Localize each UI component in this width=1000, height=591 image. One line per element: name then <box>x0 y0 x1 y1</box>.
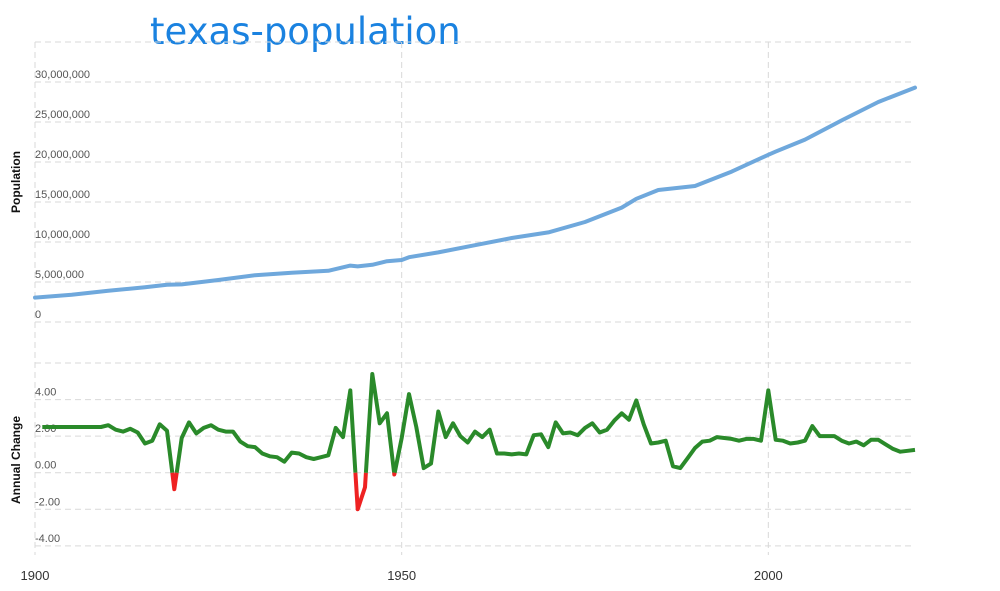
year-gridlines <box>34 42 769 555</box>
annual-change-negative-line <box>392 472 397 477</box>
annual-change-axis-label: Annual Change <box>9 416 23 504</box>
y-tick-label: 2.00 <box>35 423 56 435</box>
population-axis-label: Population <box>9 151 23 213</box>
y-tick-label: 0.00 <box>35 460 56 472</box>
annual-change-positive-line <box>392 388 916 474</box>
y-tick-label: 25,000,000 <box>35 109 90 121</box>
year-x-ticks: 1900 1950 2000 <box>21 568 783 583</box>
annual-change-positive-line <box>174 388 358 473</box>
y-tick-label: 10,000,000 <box>35 229 90 241</box>
chart-title: texas-population <box>150 10 461 53</box>
y-tick-label: 20,000,000 <box>35 149 90 161</box>
y-tick-label: 5,000,000 <box>35 269 84 281</box>
y-tick-label: 15,000,000 <box>35 189 90 201</box>
y-tick-label: 0 <box>35 309 41 321</box>
annual-change-positive-line <box>363 372 397 473</box>
x-tick-label: 1950 <box>387 568 416 583</box>
annual-change-series <box>42 372 916 512</box>
annual-change-negative-line <box>353 472 368 512</box>
annual-change-y-ticks: -4.00 -2.00 0.00 2.00 4.00 <box>35 387 60 545</box>
population-series <box>33 85 917 300</box>
population-grid <box>35 41 915 323</box>
y-tick-label: 30,000,000 <box>35 69 90 81</box>
population-y-ticks: 0 5,000,000 10,000,000 15,000,000 20,000,000… <box>35 69 90 321</box>
y-tick-label: -4.00 <box>35 533 60 545</box>
y-tick-label: -2.00 <box>35 496 60 508</box>
x-tick-label: 2000 <box>754 568 783 583</box>
annual-change-negative-line <box>170 472 179 492</box>
annual-change-grid <box>35 362 915 547</box>
y-tick-label: 4.00 <box>35 387 56 399</box>
x-tick-label: 1900 <box>21 568 50 583</box>
population-line <box>33 85 917 300</box>
annual-change-positive-line <box>42 422 175 473</box>
